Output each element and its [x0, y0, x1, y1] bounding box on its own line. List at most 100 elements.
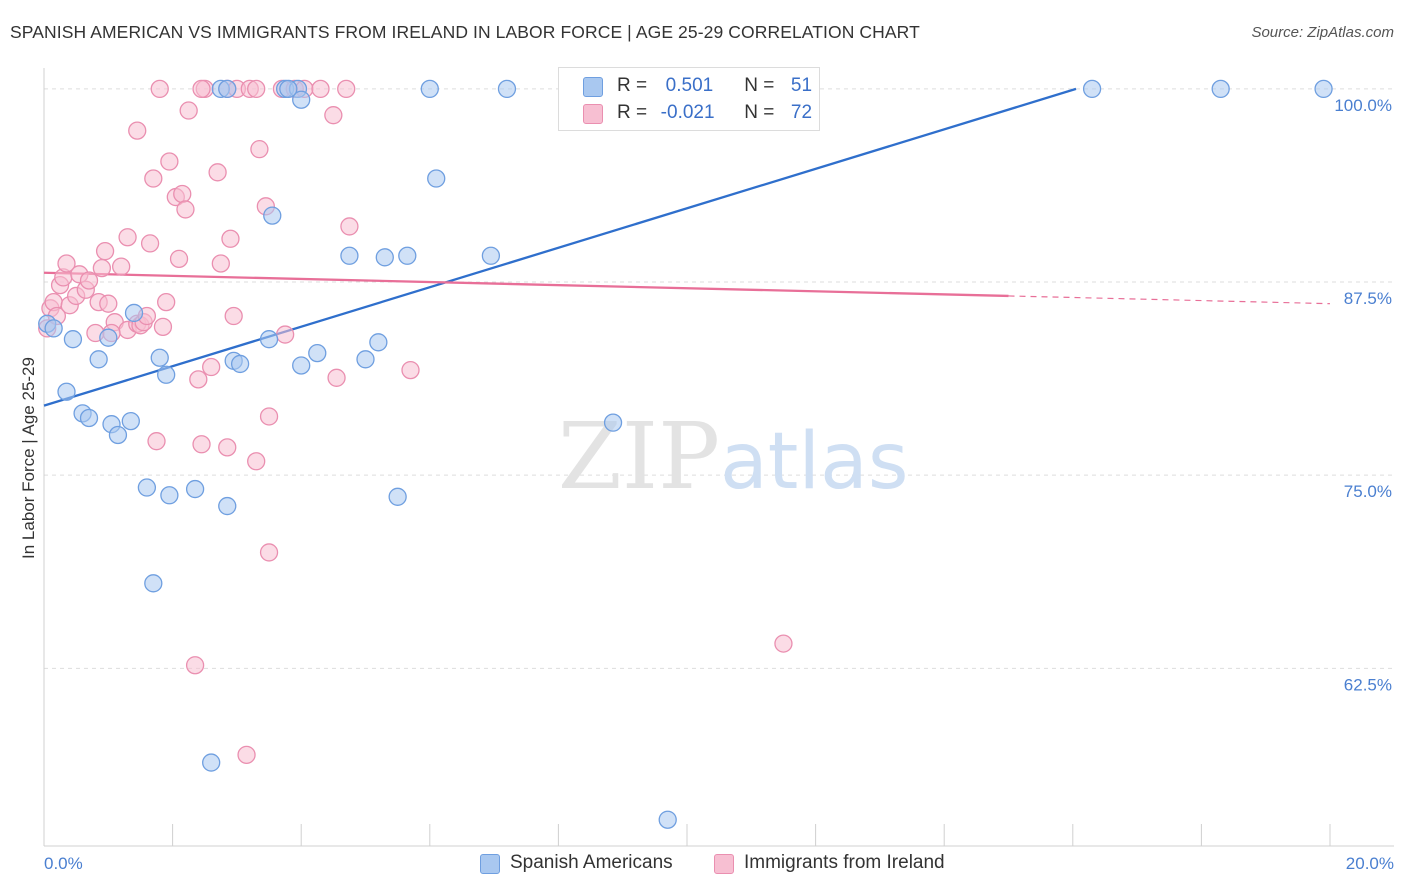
point-spanish-americans	[63, 330, 83, 349]
point-spanish-americans	[398, 246, 417, 265]
point-spanish-americans	[292, 90, 311, 109]
y-tick-label: 100.0%	[1334, 96, 1392, 115]
point-immigrants-ireland	[218, 438, 237, 457]
legend-swatch-pink	[714, 854, 734, 874]
point-spanish-americans	[263, 206, 282, 225]
point-immigrants-ireland	[247, 452, 266, 471]
source-label: Source: ZipAtlas.com	[1251, 24, 1394, 41]
point-immigrants-ireland	[112, 257, 131, 276]
y-tick-label: 75.0%	[1344, 482, 1392, 501]
point-spanish-americans	[481, 246, 501, 265]
point-immigrants-ireland	[128, 121, 147, 140]
point-spanish-americans	[420, 79, 439, 99]
point-immigrants-ireland	[324, 106, 343, 125]
point-immigrants-ireland	[57, 254, 76, 273]
point-immigrants-ireland	[774, 634, 793, 653]
r-label: R =	[617, 102, 648, 123]
chart-title: SPANISH AMERICAN VS IMMIGRANTS FROM IREL…	[10, 22, 920, 42]
n-value-immigrants-ireland: 72	[790, 102, 813, 123]
point-spanish-americans	[356, 350, 375, 369]
point-immigrants-ireland	[337, 79, 356, 99]
point-immigrants-ireland	[202, 357, 221, 377]
point-spanish-americans	[99, 328, 118, 347]
point-spanish-americans	[57, 382, 76, 401]
point-immigrants-ireland	[140, 234, 160, 253]
point-spanish-americans	[658, 810, 677, 829]
point-spanish-americans	[279, 79, 298, 99]
point-immigrants-ireland	[211, 254, 230, 273]
point-spanish-americans	[89, 350, 108, 369]
trend-line-immigrants-ireland-extension	[1008, 295, 1331, 305]
point-immigrants-ireland	[189, 370, 208, 389]
n-label: N =	[744, 75, 775, 96]
point-spanish-americans	[121, 411, 140, 431]
point-immigrants-ireland	[118, 228, 137, 247]
point-immigrants-ireland	[169, 249, 189, 269]
point-spanish-americans	[375, 248, 394, 267]
point-immigrants-ireland	[340, 217, 359, 236]
point-immigrants-ireland	[157, 292, 176, 312]
point-immigrants-ireland	[247, 79, 266, 99]
point-immigrants-ireland	[192, 435, 211, 454]
point-immigrants-ireland	[250, 140, 269, 159]
x-tick-label-min: 0.0%	[44, 854, 83, 873]
point-spanish-americans	[79, 408, 99, 428]
point-immigrants-ireland	[173, 184, 192, 204]
legend-swatch-blue	[583, 77, 603, 97]
n-label: N =	[744, 102, 775, 123]
r-value-immigrants-ireland: -0.021	[660, 102, 715, 123]
point-spanish-americans	[150, 348, 169, 367]
point-spanish-americans	[1082, 79, 1102, 99]
point-immigrants-ireland	[208, 163, 227, 182]
gridlines	[44, 88, 1394, 669]
point-spanish-americans	[44, 319, 63, 338]
point-spanish-americans	[202, 753, 221, 772]
point-immigrants-ireland	[259, 543, 279, 562]
legend-swatch-blue	[480, 854, 500, 874]
point-immigrants-ireland	[160, 152, 179, 171]
axes	[43, 68, 1394, 847]
y-tick-label: 87.5%	[1344, 289, 1392, 308]
point-immigrants-ireland	[327, 368, 346, 387]
y-tick-label: 62.5%	[1344, 675, 1392, 694]
point-immigrants-ireland	[179, 101, 198, 120]
stats-legend: R = 0.501 N = 51 R = -0.021 N = 72	[558, 67, 820, 131]
tick-labels: 100.0% 87.5% 75.0% 62.5% 0.0% 20.0%	[44, 96, 1394, 873]
point-spanish-americans	[427, 169, 446, 188]
point-immigrants-ireland	[192, 79, 211, 99]
point-immigrants-ireland	[311, 79, 330, 99]
r-value-spanish-americans: 0.501	[665, 75, 714, 96]
point-spanish-americans	[259, 330, 279, 349]
point-spanish-americans	[157, 365, 176, 384]
point-spanish-americans	[603, 413, 623, 432]
point-spanish-americans	[497, 79, 517, 99]
point-spanish-americans	[369, 333, 388, 352]
watermark-atlas: atlas	[720, 417, 909, 507]
x-tick-label-max: 20.0%	[1346, 854, 1394, 873]
point-immigrants-ireland	[92, 258, 112, 278]
point-immigrants-ireland	[147, 432, 166, 451]
legend-label-spanish-americans: Spanish Americans	[510, 852, 673, 873]
point-spanish-americans	[160, 486, 179, 505]
n-value-spanish-americans: 51	[790, 75, 813, 96]
point-spanish-americans	[137, 478, 157, 497]
point-immigrants-ireland	[176, 200, 195, 219]
point-immigrants-ireland	[259, 407, 279, 426]
point-immigrants-ireland	[224, 306, 243, 326]
point-spanish-americans	[144, 574, 163, 593]
point-spanish-americans	[1314, 79, 1333, 99]
point-immigrants-ireland	[153, 317, 173, 336]
point-immigrants-ireland	[221, 229, 240, 248]
point-spanish-americans	[1211, 79, 1230, 99]
point-spanish-americans	[340, 246, 359, 265]
point-immigrants-ireland	[95, 241, 115, 261]
point-spanish-americans	[388, 487, 407, 506]
trend-line-immigrants-ireland	[43, 271, 1009, 298]
point-spanish-americans	[230, 354, 250, 374]
point-spanish-americans	[292, 356, 311, 375]
point-spanish-americans	[185, 479, 205, 499]
r-label: R =	[617, 75, 648, 96]
trend-line-spanish-americans	[43, 87, 1077, 407]
point-immigrants-ireland	[275, 325, 295, 344]
